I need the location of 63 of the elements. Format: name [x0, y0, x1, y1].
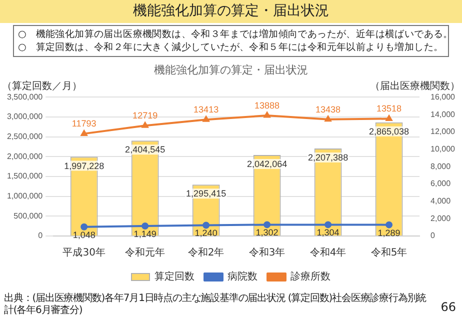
y2-tick-label: 12,000 — [430, 127, 456, 136]
data-label: 1,302 — [256, 228, 278, 238]
y2-tick-label: 16,000 — [430, 92, 456, 102]
data-label: 1,289 — [378, 228, 400, 238]
point — [80, 130, 88, 136]
data-label: 1,149 — [134, 229, 156, 240]
y-tick-label: 1,500,000 — [6, 172, 44, 181]
y-tick-label: 3,000,000 — [6, 112, 44, 122]
y2-tick-label: 10,000 — [430, 144, 456, 154]
data-label: 2,404,545 — [125, 144, 166, 155]
data-label: 2,865,038 — [369, 126, 410, 136]
x-tick-label: 令和5年 — [370, 246, 408, 259]
y2-tick-label: 6,000 — [430, 179, 452, 188]
data-label: 12719 — [132, 110, 158, 121]
data-label: 1,295,415 — [186, 188, 226, 199]
y-tick-label: 0 — [38, 231, 44, 240]
x-tick-label: 令和3年 — [248, 246, 286, 259]
text: 66 — [440, 300, 456, 314]
x-tick-label: 令和2年 — [188, 246, 224, 259]
data-label: 2,042,064 — [247, 159, 288, 169]
x-tick-label: 令和4年 — [310, 246, 346, 259]
y-tick-label: 500,000 — [14, 211, 44, 220]
legend-label: 算定回数 — [154, 270, 194, 283]
y-tick-label: 1,000,000 — [6, 192, 44, 201]
data-label: 13413 — [194, 104, 219, 115]
y2-axis-title: （届出医療機関数） — [370, 80, 460, 92]
point — [386, 221, 393, 228]
y2-tick-label: 4,000 — [430, 196, 452, 206]
point — [202, 222, 210, 229]
text: ○ 算定回数は、令和２年に大きく減少していたが、令和５年には令和元年以前よりも増加した。 — [18, 41, 444, 54]
y2-tick-label: 2,000 — [430, 214, 452, 223]
data-label: 13888 — [254, 100, 280, 111]
point — [324, 116, 332, 122]
point — [264, 221, 271, 228]
legend-label: 病院数 — [228, 270, 258, 283]
chart-title: 機能強化加算の算定・届出状況 — [154, 63, 308, 76]
legend-label: 診療所数 — [290, 270, 330, 283]
data-label: 2,207,388 — [308, 152, 348, 162]
x-tick-label: 令和元年 — [125, 246, 166, 259]
x-tick-label: 平成30年 — [62, 246, 106, 259]
data-label: 13438 — [316, 104, 341, 114]
data-label: 11793 — [72, 118, 96, 129]
point — [142, 222, 149, 230]
y2-tick-label: 14,000 — [430, 110, 456, 119]
y-tick-label: 3,500,000 — [6, 92, 44, 102]
y2-tick-label: 0 — [430, 231, 436, 240]
point — [386, 115, 392, 121]
point — [202, 116, 210, 122]
point — [80, 223, 88, 230]
y2-tick-label: 8,000 — [430, 162, 452, 171]
data-label: 1,240 — [194, 228, 218, 238]
point — [264, 112, 270, 118]
y-axis-title: （算定回数／月） — [2, 80, 82, 92]
text: 機能強化加算の算定・届出状況 — [0, 0, 462, 23]
y-tick-label: 2,500,000 — [6, 132, 44, 142]
data-label: 13518 — [376, 104, 402, 114]
point — [324, 221, 332, 228]
data-label: 1,304 — [316, 228, 340, 238]
y-tick-label: 2,000,000 — [6, 152, 44, 161]
source-note: 出典：(届出医療機関数)各年7月1日時点の主な施設基準の届出状況 (算定回数)社会医療診療行為別統計(各年6月審査分) — [4, 293, 428, 317]
point — [142, 122, 148, 128]
data-label: 1,997,228 — [64, 160, 104, 171]
text: ○ 機能強化加算の届出医療機関数は、令和３年までは増加傾向であったが、近年は横ばいである。 — [18, 28, 453, 41]
